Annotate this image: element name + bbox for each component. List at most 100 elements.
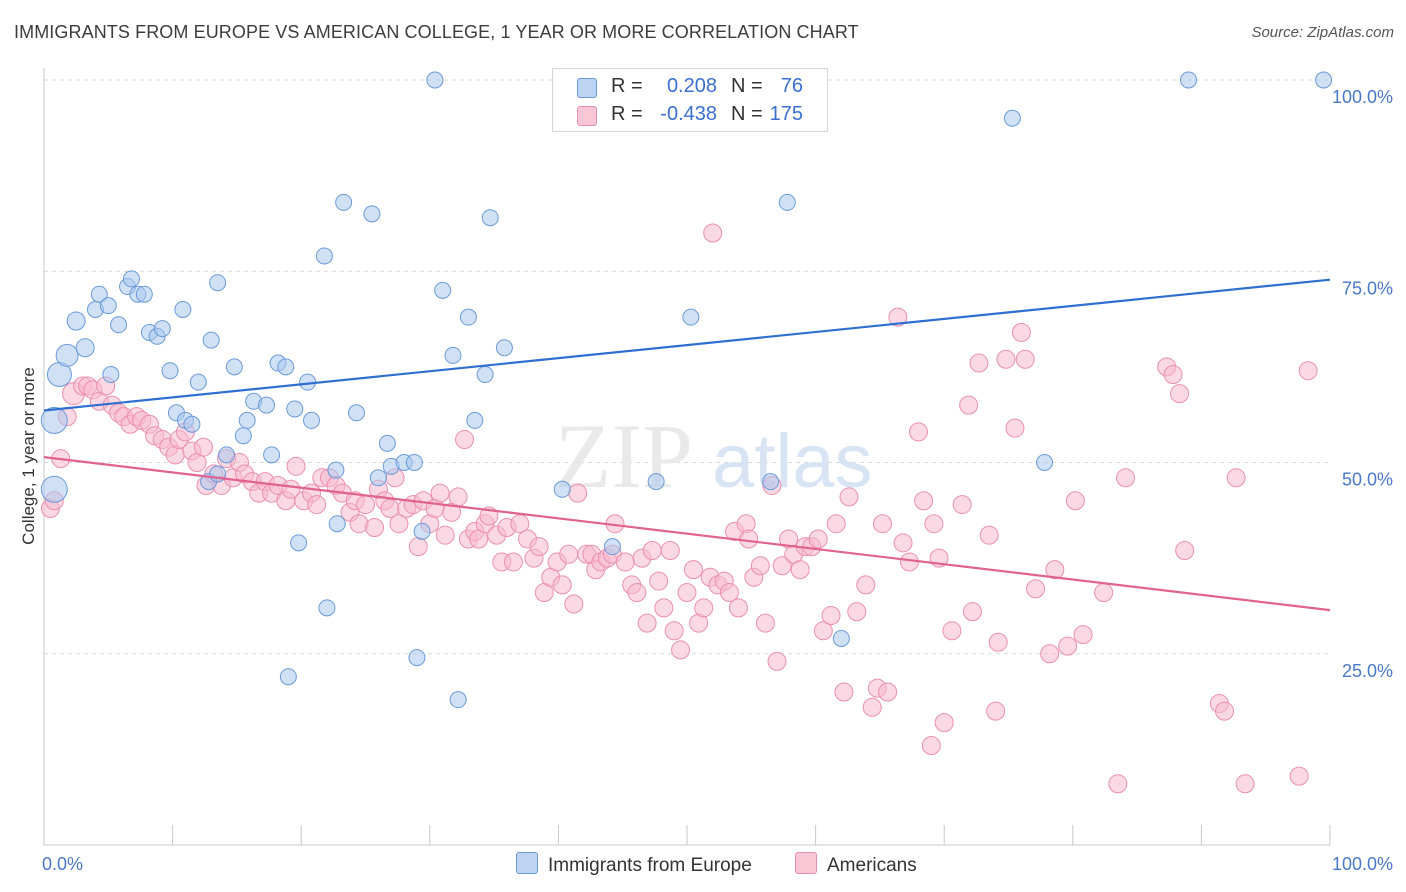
americans-point — [564, 594, 584, 614]
watermark: ZIP atlas — [555, 405, 873, 507]
americans-point — [988, 632, 1008, 652]
europe-point — [369, 469, 387, 487]
americans-point — [878, 682, 898, 702]
americans-point — [408, 537, 428, 557]
americans-point — [671, 640, 691, 660]
americans-point — [856, 575, 876, 595]
trend-lines — [43, 278, 1331, 612]
americans-point — [559, 544, 579, 564]
americans-point — [872, 514, 892, 534]
americans-point — [1108, 774, 1128, 794]
americans-point — [862, 697, 882, 717]
americans-point — [683, 560, 703, 580]
americans-point — [813, 621, 833, 641]
europe-point — [466, 411, 484, 429]
americans-point — [826, 514, 846, 534]
americans-point — [924, 514, 944, 534]
y-tick-label: 100.0% — [1332, 87, 1393, 107]
americans-point — [694, 598, 714, 618]
americans-point — [1065, 491, 1085, 511]
europe-point — [110, 316, 128, 334]
americans-point — [627, 583, 647, 603]
americans-point — [962, 602, 982, 622]
americans-point — [996, 349, 1016, 369]
americans-point — [739, 529, 759, 549]
legend-n-value-americans: 175 — [769, 103, 803, 125]
europe-point — [363, 205, 381, 223]
americans-point — [839, 487, 859, 507]
americans-point — [307, 495, 327, 515]
stats-legend: R = 0.208 N = 76 R = -0.438 N = 175 — [552, 68, 828, 132]
americans-point — [1045, 560, 1065, 580]
americans-point — [193, 437, 213, 457]
europe-point — [102, 366, 120, 384]
americans-point — [389, 514, 409, 534]
americans-point — [934, 713, 954, 733]
americans-point — [750, 556, 770, 576]
americans-point — [986, 701, 1006, 721]
americans-point — [1073, 625, 1093, 645]
americans-point — [654, 598, 674, 618]
europe-point — [161, 362, 179, 380]
americans-point — [1170, 384, 1190, 404]
europe-point — [135, 285, 153, 303]
americans-point — [642, 540, 662, 560]
legend-n-label: N = — [731, 103, 763, 125]
americans-point — [834, 682, 854, 702]
americans-point — [1215, 701, 1235, 721]
europe-point — [778, 193, 796, 211]
americans-point — [847, 602, 867, 622]
series-legend-europe: Immigrants from Europe — [516, 852, 752, 877]
europe-point — [603, 538, 621, 556]
americans-point — [952, 495, 972, 515]
americans-point — [615, 552, 635, 572]
americans-point — [649, 571, 669, 591]
series-name-americans: Americans — [827, 855, 917, 876]
europe-point — [90, 285, 108, 303]
americans-points — [40, 223, 1318, 794]
legend-r-value-europe: 0.208 — [666, 75, 717, 97]
europe-point — [553, 480, 571, 498]
americans-point — [772, 556, 792, 576]
chart-title: IMMIGRANTS FROM EUROPE VS AMERICAN COLLE… — [14, 22, 859, 42]
americans-point — [448, 487, 468, 507]
americans-point — [455, 430, 475, 450]
americans-point — [529, 537, 549, 557]
europe-point — [378, 434, 396, 452]
europe-point — [1003, 109, 1021, 127]
europe-point — [318, 599, 336, 617]
americans-point — [430, 483, 450, 503]
europe-point — [55, 343, 79, 367]
europe-point — [459, 308, 477, 326]
europe-point — [327, 461, 345, 479]
americans-point — [908, 422, 928, 442]
y-tick-label: 25.0% — [1342, 661, 1393, 681]
x-tick-label-max: 100.0% — [1332, 854, 1393, 874]
americans-point — [281, 479, 301, 499]
americans-point — [1094, 583, 1114, 603]
americans-point — [767, 651, 787, 671]
europe-point — [99, 297, 117, 315]
europe-point — [290, 534, 308, 552]
europe-point — [408, 649, 426, 667]
europe-point — [122, 270, 140, 288]
europe-point — [832, 629, 850, 647]
americans-point — [435, 525, 455, 545]
americans-point — [808, 529, 828, 549]
americans-point — [1226, 468, 1246, 488]
europe-point — [347, 404, 365, 422]
americans-point — [719, 583, 739, 603]
europe-point — [405, 454, 423, 471]
europe-point — [647, 473, 665, 491]
europe-point — [279, 668, 297, 686]
europe-point — [183, 415, 201, 433]
tick-labels: 25.0% 50.0% 75.0% 100.0% 0.0% 100.0% — [42, 87, 1393, 874]
americans-point — [914, 491, 934, 511]
europe-point — [476, 366, 494, 384]
legend-row-americans: R = -0.438 N = 175 — [553, 101, 827, 129]
americans-point — [1026, 579, 1046, 599]
americans-point — [703, 223, 723, 243]
europe-point — [335, 193, 353, 211]
americans-point — [888, 307, 908, 327]
